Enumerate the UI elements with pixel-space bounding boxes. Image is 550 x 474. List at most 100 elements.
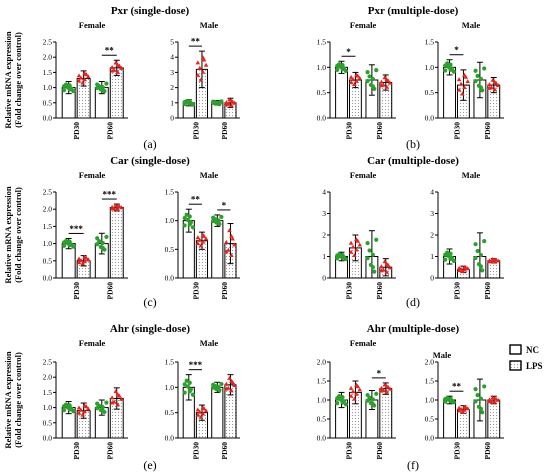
data-point-lps	[80, 261, 85, 266]
data-point-lps	[195, 407, 201, 412]
panel-f: Ahr (multiple-dose) (f) Female 0.0 0.5 1.0 1.5…	[317, 323, 504, 472]
data-point-lps	[352, 82, 357, 87]
data-point-lps	[387, 386, 393, 391]
data-point-lps	[490, 77, 496, 82]
data-point-nc	[216, 220, 221, 226]
data-point-lps	[109, 400, 115, 405]
y-tick-label: 1	[322, 252, 326, 261]
data-point-nc	[219, 99, 224, 104]
data-point-lps	[348, 249, 354, 254]
data-point-nc	[374, 237, 379, 242]
y-tick-label: 2.0	[43, 53, 53, 62]
data-point-lps	[348, 80, 354, 85]
data-point-lps	[462, 85, 467, 90]
subplot-title: Male	[200, 338, 219, 348]
subplot-female: Female 0.0 0.5 1.0 1.5 2.0 PD30 PD60 *	[317, 338, 396, 460]
y-tick-label: 0.0	[317, 434, 327, 443]
data-point-lps	[200, 239, 206, 244]
x-tick-label: PD30	[191, 282, 200, 300]
subplot-title: Female	[79, 338, 106, 348]
data-point-nc	[365, 69, 370, 75]
data-point-lps	[80, 412, 85, 417]
legend: NC LPS	[509, 344, 543, 371]
data-point-nc	[365, 240, 370, 246]
y-axis-label: Relative mRNA expression(Fold change ove…	[3, 31, 23, 128]
data-point-nc	[182, 382, 187, 387]
x-tick-label: PD30	[452, 282, 461, 300]
data-point-lps	[113, 389, 119, 394]
data-point-nc	[370, 265, 375, 270]
subplot-male: Male 0.0 0.5 1.0 1.5 PD30 ** PD60 *	[165, 170, 240, 300]
panel-label: (d)	[406, 295, 420, 309]
y-tick-label: 1.5	[165, 188, 175, 197]
data-point-lps	[82, 255, 87, 260]
panel-label: (a)	[143, 137, 156, 151]
y-tick-label: 1.0	[43, 239, 53, 248]
y-tick-label: 0.0	[43, 434, 53, 443]
data-point-lps	[76, 78, 82, 83]
data-point-lps	[382, 259, 388, 264]
data-point-lps	[487, 85, 492, 90]
data-point-lps	[465, 266, 471, 271]
data-point-lps	[487, 82, 492, 87]
data-point-lps	[200, 232, 206, 237]
data-point-lps	[119, 65, 124, 70]
y-tick-label: 2.0	[425, 358, 435, 367]
y-tick-label: 1.0	[317, 63, 327, 72]
data-point-lps	[85, 74, 91, 79]
data-point-nc	[187, 380, 192, 385]
x-tick-label: PD60	[220, 282, 229, 300]
panel-a: Pxr (single-dose) (a) Relative mRNA expres…	[3, 5, 240, 151]
data-point-nc	[448, 399, 453, 404]
y-tick-label: 0.5	[425, 415, 435, 424]
data-point-lps	[379, 385, 384, 390]
y-tick-label: 0.5	[165, 245, 175, 254]
data-point-nc	[367, 74, 372, 79]
data-point-lps	[462, 72, 467, 77]
data-point-nc	[100, 405, 105, 410]
data-point-lps	[195, 412, 201, 417]
data-point-lps	[82, 409, 87, 414]
subplot-female: Female 0.0 0.5 1.0 1.5 PD30 * PD60	[317, 20, 396, 140]
data-point-nc	[374, 68, 379, 73]
x-tick-label: PD30	[72, 122, 81, 140]
data-point-lps	[357, 387, 363, 392]
data-point-lps	[229, 103, 234, 108]
y-tick-label: 3	[322, 209, 326, 218]
panel-e: Ahr (single-dose) (e) Relative mRNA expres…	[3, 323, 240, 472]
data-point-nc	[95, 236, 100, 241]
data-point-nc	[448, 67, 453, 72]
panel-title: Pxr (multiple-dose)	[368, 5, 459, 17]
data-point-lps	[230, 236, 235, 241]
y-tick-label: 1.0	[425, 396, 435, 405]
y-tick-label: 0	[170, 114, 174, 123]
panel-title: Ahr (single-dose)	[110, 323, 190, 335]
x-tick-label: PD30	[72, 442, 81, 460]
y-tick-label: 3	[170, 68, 174, 77]
y-tick-label: 1.0	[165, 383, 175, 392]
data-point-lps	[82, 403, 87, 408]
data-point-nc	[480, 410, 485, 415]
data-point-lps	[492, 79, 498, 84]
x-tick-label: PD60	[375, 122, 384, 140]
data-point-lps	[78, 407, 84, 412]
panel-label: (b)	[406, 137, 420, 151]
x-tick-label: PD30	[452, 122, 461, 140]
data-point-lps	[354, 247, 359, 252]
data-point-nc	[478, 406, 483, 411]
data-point-nc	[443, 252, 448, 257]
data-point-lps	[76, 260, 82, 265]
data-point-nc	[187, 214, 192, 219]
subplot-title: Male	[462, 20, 481, 30]
y-tick-label: 2	[170, 83, 174, 92]
significance-label: *	[377, 368, 382, 378]
x-tick-label: PD30	[191, 442, 200, 460]
data-point-lps	[198, 243, 204, 248]
data-point-nc	[343, 256, 348, 262]
data-point-nc	[370, 84, 375, 89]
data-point-nc	[448, 256, 453, 262]
y-axis-label-line1: Relative mRNA expression	[3, 186, 13, 283]
data-point-lps	[195, 60, 201, 65]
data-point-nc	[343, 68, 348, 73]
data-point-nc	[365, 78, 370, 84]
